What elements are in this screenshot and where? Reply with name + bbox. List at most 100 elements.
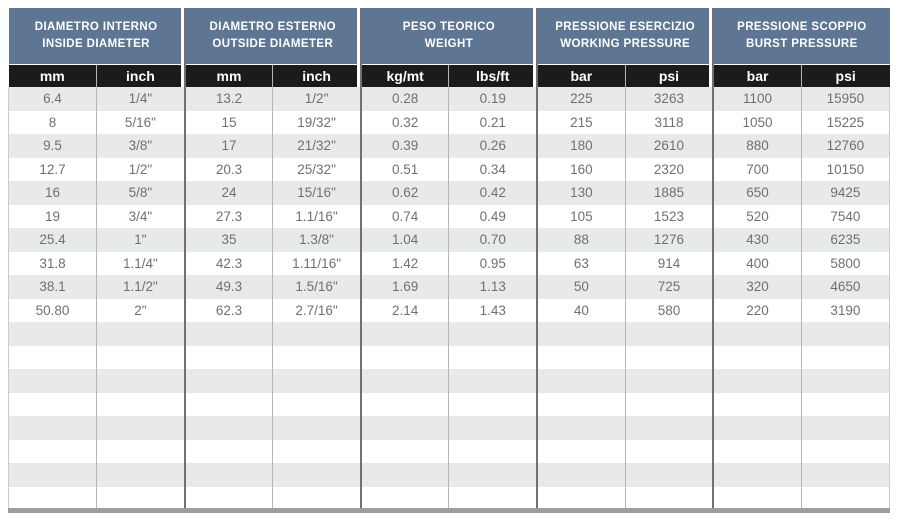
unit-header-psi: psi: [624, 64, 714, 87]
spec-cell: 0.62: [359, 181, 449, 205]
group-title-italian: PRESSIONE ESERCIZIO: [555, 21, 696, 34]
empty-cell: [712, 463, 802, 487]
empty-cell: [536, 369, 626, 393]
empty-cell: [272, 392, 361, 416]
empty-cell: [624, 486, 714, 513]
spec-cell: 1.1/2": [96, 275, 185, 299]
spec-cell: 914: [624, 251, 714, 275]
empty-cell: [624, 345, 714, 369]
empty-row: [7, 369, 891, 393]
spec-cell: 40: [536, 298, 626, 322]
spec-cell: 1.13: [448, 275, 538, 299]
spec-cell: 5/16": [96, 110, 185, 134]
empty-cell: [272, 322, 361, 346]
empty-cell: [536, 439, 626, 463]
empty-cell: [448, 463, 538, 487]
empty-cell: [624, 463, 714, 487]
group-title-italian: DIAMETRO ESTERNO: [209, 21, 337, 34]
empty-cell: [359, 439, 449, 463]
empty-cell: [536, 322, 626, 346]
spec-cell: 50.80: [7, 298, 97, 322]
spec-cell: 6.4: [7, 87, 97, 111]
spec-row: 25.4 1" 35 1.3/8" 1.04 0.70 88 1276 430 6235: [7, 228, 891, 252]
unit-header-bar: bar: [712, 64, 802, 87]
spec-cell: 0.19: [448, 87, 538, 111]
empty-cell: [800, 416, 891, 440]
empty-row: [7, 416, 891, 440]
spec-table: DIAMETRO INTERNO INSIDE DIAMETER DIAMETR…: [7, 8, 891, 513]
spec-row: 12.7 1/2" 20.3 25/32" 0.51 0.34 160 2320 700 1015…: [7, 157, 891, 181]
empty-cell: [7, 439, 97, 463]
spec-cell: 3/8": [96, 134, 185, 158]
spec-cell: 4650: [800, 275, 891, 299]
empty-cell: [800, 322, 891, 346]
empty-cell: [712, 486, 802, 513]
spec-cell: 1/2": [272, 87, 361, 111]
spec-cell: 105: [536, 204, 626, 228]
empty-row: [7, 486, 891, 513]
spec-cell: 49.3: [183, 275, 273, 299]
spec-cell: 1.1/16": [272, 204, 361, 228]
spec-cell: 2320: [624, 157, 714, 181]
empty-cell: [96, 416, 185, 440]
group-title-italian: PESO TEORICO: [402, 21, 496, 34]
empty-cell: [359, 486, 449, 513]
table-body: 6.4 1/4" 13.2 1/2" 0.28 0.19 225 3263 1100 15950 8…: [7, 87, 891, 513]
spec-cell: 220: [712, 298, 802, 322]
table-header: DIAMETRO INTERNO INSIDE DIAMETER DIAMETR…: [8, 8, 890, 87]
spec-row: 8 5/16" 15 19/32" 0.32 0.21 215 3118 1050 15225: [7, 110, 891, 134]
spec-row: 50.80 2" 62.3 2.7/16" 2.14 1.43 40 580 220 3190: [7, 298, 891, 322]
empty-cell: [536, 486, 626, 513]
spec-cell: 25/32": [272, 157, 361, 181]
spec-cell: 6235: [800, 228, 891, 252]
empty-cell: [7, 322, 97, 346]
empty-cell: [800, 463, 891, 487]
spec-cell: 50: [536, 275, 626, 299]
unit-header-lbs-ft: lbs/ft: [448, 64, 538, 87]
spec-cell: 0.32: [359, 110, 449, 134]
empty-cell: [183, 416, 273, 440]
group-title-italian: DIAMETRO INTERNO: [34, 21, 158, 34]
empty-cell: [712, 416, 802, 440]
spec-cell: 15/16": [272, 181, 361, 205]
empty-cell: [624, 369, 714, 393]
empty-cell: [448, 322, 538, 346]
spec-cell: 1.3/8": [272, 228, 361, 252]
spec-cell: 1.43: [448, 298, 538, 322]
spec-cell: 725: [624, 275, 714, 299]
spec-cell: 15950: [800, 87, 891, 111]
spec-cell: 1.11/16": [272, 251, 361, 275]
empty-cell: [359, 322, 449, 346]
empty-cell: [96, 439, 185, 463]
spec-cell: 1050: [712, 110, 802, 134]
empty-cell: [536, 345, 626, 369]
spec-cell: 12.7: [7, 157, 97, 181]
spec-row: 19 3/4" 27.3 1.1/16" 0.74 0.49 105 1523 520 7540: [7, 204, 891, 228]
spec-cell: 1": [96, 228, 185, 252]
empty-row: [7, 345, 891, 369]
empty-cell: [536, 463, 626, 487]
empty-cell: [7, 463, 97, 487]
empty-cell: [183, 369, 273, 393]
empty-cell: [712, 439, 802, 463]
spec-cell: 1.04: [359, 228, 449, 252]
empty-cell: [448, 369, 538, 393]
spec-cell: 215: [536, 110, 626, 134]
group-title-italian: PRESSIONE SCOPPIO: [737, 21, 867, 34]
spec-cell: 1.69: [359, 275, 449, 299]
spec-cell: 15225: [800, 110, 891, 134]
empty-cell: [272, 463, 361, 487]
spec-cell: 580: [624, 298, 714, 322]
spec-row: 31.8 1.1/4" 42.3 1.11/16" 1.42 0.95 63 914 400 58…: [7, 251, 891, 275]
spec-cell: 1.42: [359, 251, 449, 275]
empty-cell: [448, 486, 538, 513]
unit-header-mm: mm: [8, 64, 97, 87]
spec-row: 16 5/8" 24 15/16" 0.62 0.42 130 1885 650 9425: [7, 181, 891, 205]
spec-cell: 650: [712, 181, 802, 205]
empty-cell: [624, 322, 714, 346]
spec-cell: 0.49: [448, 204, 538, 228]
spec-cell: 5800: [800, 251, 891, 275]
spec-row: 6.4 1/4" 13.2 1/2" 0.28 0.19 225 3263 1100 15950: [7, 87, 891, 111]
spec-cell: 520: [712, 204, 802, 228]
spec-row: 9.5 3/8" 17 21/32" 0.39 0.26 180 2610 880 12760: [7, 134, 891, 158]
